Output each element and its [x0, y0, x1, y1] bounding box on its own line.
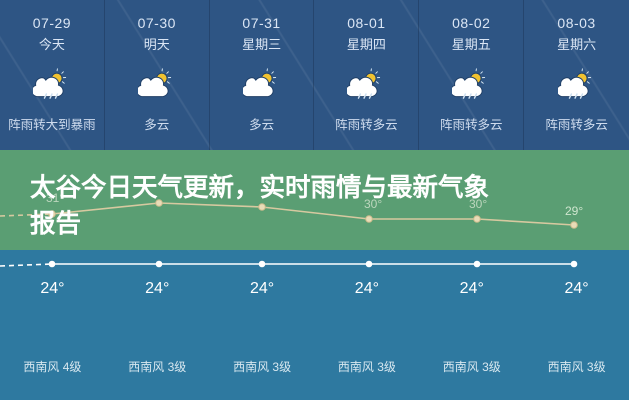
svg-text:29°: 29° [565, 204, 583, 218]
